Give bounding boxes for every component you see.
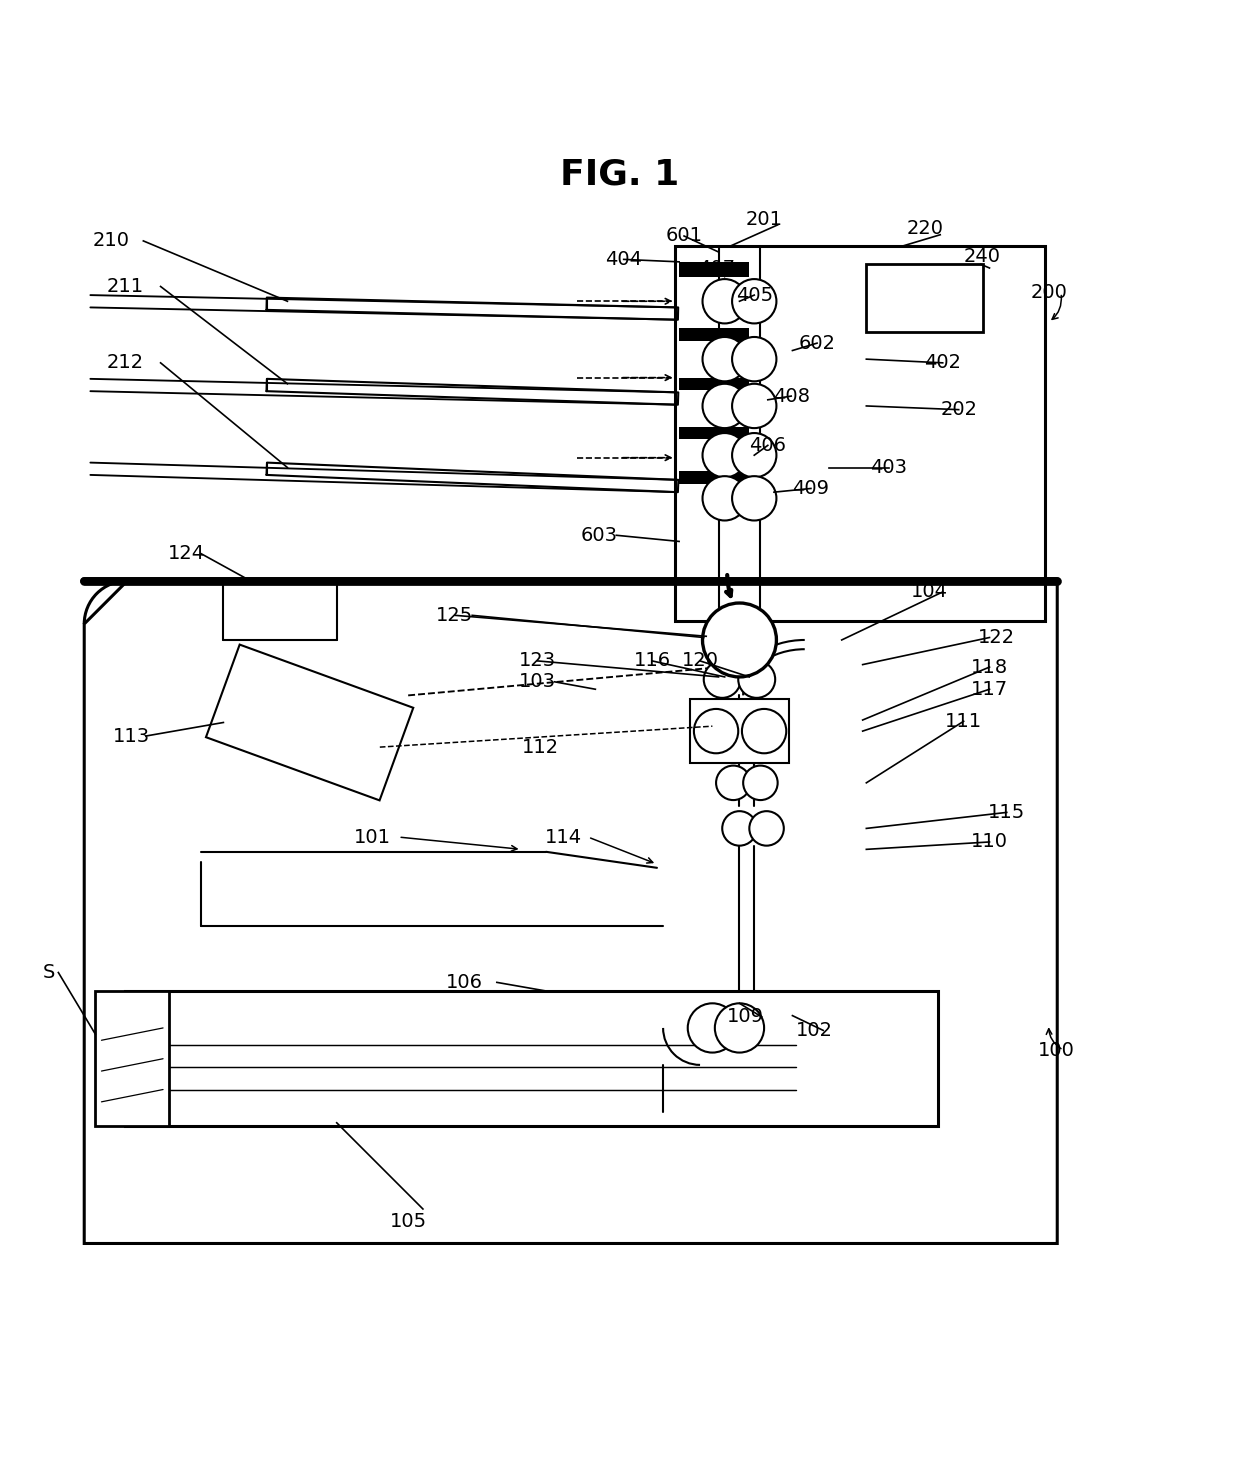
- Text: 111: 111: [945, 712, 982, 731]
- Text: 106: 106: [446, 973, 484, 993]
- Text: 408: 408: [773, 387, 810, 406]
- Text: 603: 603: [580, 526, 618, 545]
- Text: 602: 602: [799, 334, 836, 353]
- Circle shape: [732, 279, 776, 323]
- Circle shape: [732, 384, 776, 428]
- Text: 211: 211: [107, 278, 144, 295]
- Bar: [676, 245, 1045, 622]
- Bar: [680, 471, 749, 483]
- Text: 122: 122: [978, 628, 1016, 647]
- Text: 124: 124: [167, 544, 205, 563]
- Text: 407: 407: [698, 258, 734, 278]
- Text: 200: 200: [1030, 284, 1068, 303]
- Circle shape: [749, 811, 784, 846]
- Text: 109: 109: [727, 1007, 764, 1027]
- Text: 201: 201: [745, 210, 782, 229]
- Bar: [867, 264, 983, 332]
- Circle shape: [703, 279, 746, 323]
- Text: 210: 210: [93, 232, 130, 251]
- Text: 114: 114: [544, 827, 582, 846]
- Text: 115: 115: [988, 803, 1025, 821]
- Text: S: S: [42, 963, 55, 982]
- Bar: [691, 699, 789, 764]
- Circle shape: [732, 476, 776, 520]
- Text: 104: 104: [910, 582, 947, 601]
- Text: 125: 125: [436, 606, 474, 625]
- Circle shape: [703, 384, 746, 428]
- Text: 120: 120: [682, 651, 718, 671]
- Circle shape: [732, 433, 776, 477]
- Text: 202: 202: [940, 400, 977, 419]
- Text: 409: 409: [792, 479, 830, 498]
- Circle shape: [742, 709, 786, 753]
- Circle shape: [703, 337, 746, 381]
- Text: 212: 212: [107, 353, 144, 372]
- Circle shape: [694, 709, 738, 753]
- Bar: [95, 991, 169, 1127]
- Bar: [680, 378, 749, 390]
- Circle shape: [715, 765, 750, 801]
- Text: 105: 105: [389, 1211, 427, 1230]
- Circle shape: [743, 765, 777, 801]
- Circle shape: [738, 660, 775, 697]
- Bar: [206, 644, 413, 801]
- Text: 405: 405: [735, 285, 773, 304]
- Text: 100: 100: [1038, 1041, 1074, 1059]
- Circle shape: [704, 660, 740, 697]
- Circle shape: [703, 603, 776, 676]
- Text: 240: 240: [963, 248, 1001, 266]
- Text: 403: 403: [870, 458, 906, 477]
- Text: 113: 113: [113, 727, 150, 746]
- Bar: [125, 991, 937, 1127]
- PathPatch shape: [84, 580, 1058, 1244]
- Circle shape: [722, 811, 756, 846]
- Text: 103: 103: [520, 672, 556, 691]
- Text: 601: 601: [666, 226, 703, 245]
- Text: 220: 220: [906, 219, 944, 238]
- Text: 402: 402: [924, 353, 961, 372]
- Text: 101: 101: [353, 827, 391, 846]
- Text: 112: 112: [521, 737, 558, 756]
- Circle shape: [688, 1003, 737, 1053]
- Text: 118: 118: [971, 657, 1008, 676]
- Circle shape: [703, 476, 746, 520]
- Text: 102: 102: [796, 1021, 833, 1040]
- Text: 117: 117: [971, 679, 1008, 699]
- Bar: [680, 261, 749, 276]
- Text: 110: 110: [971, 833, 1008, 851]
- Text: 116: 116: [634, 651, 671, 671]
- Bar: [680, 328, 749, 341]
- Text: 406: 406: [749, 436, 786, 455]
- Circle shape: [703, 433, 746, 477]
- Text: FIG. 1: FIG. 1: [560, 158, 680, 192]
- Text: 123: 123: [518, 651, 556, 671]
- Bar: [680, 427, 749, 439]
- Circle shape: [732, 337, 776, 381]
- Circle shape: [714, 1003, 764, 1053]
- Text: 404: 404: [605, 250, 642, 269]
